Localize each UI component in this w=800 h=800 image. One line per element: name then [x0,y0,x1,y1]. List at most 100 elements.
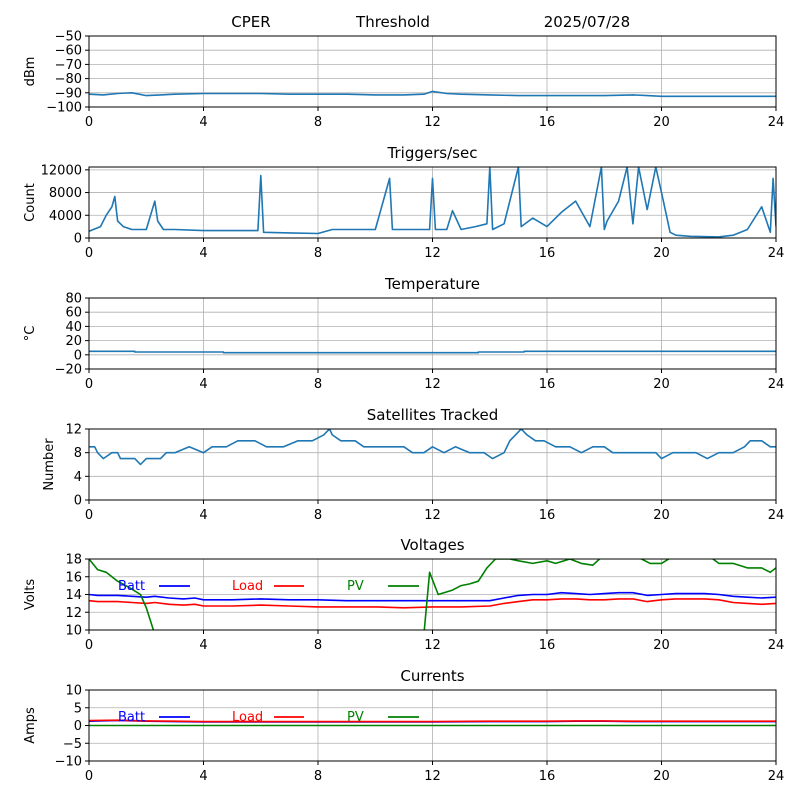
x-tick-label: 12 [424,769,441,784]
series-line-voltages-batt [89,591,776,602]
y-tick-label: 12 [65,606,82,621]
x-tick-label: 8 [314,377,322,392]
x-tick-label: 4 [199,246,207,261]
x-tick-label: 20 [653,769,670,784]
y-tick-label: −50 [55,30,82,45]
y-tick-label: 14 [65,588,82,603]
y-tick-label: −90 [55,86,82,101]
x-tick-label: 16 [539,115,556,130]
y-tick-label: 40 [65,320,82,335]
y-tick-label: 0 [74,348,82,363]
panel-triggers: 0 4 8 12 16 20 24 0 4000 8000 12000 Triggers/sec Cou… [23,144,784,261]
y-tick-label: 0 [74,494,82,509]
x-tick-label: 16 [539,508,556,523]
x-tick-label: 16 [539,638,556,653]
x-tick-label: 12 [424,508,441,523]
x-tick-label: 24 [768,115,785,130]
y-tick-label: 10 [65,624,82,639]
y-axis-label: dBm [23,57,38,87]
legend-label-pv: PV [347,579,364,594]
y-tick-label: −70 [55,58,82,73]
y-axis-label: °C [23,326,38,342]
y-tick-label: −20 [55,363,82,378]
x-tick-label: 4 [199,377,207,392]
legend-label-batt: Batt [118,579,145,594]
y-tick-label: −80 [55,72,82,87]
y-tick-label: 80 [65,292,82,307]
panel-currents: 0 4 8 12 16 20 24 −10 −5 0 5 10 Currents Amps Batt Load… [23,667,784,784]
x-tick-label: 12 [424,377,441,392]
x-tick-label: 16 [539,246,556,261]
y-tick-label: 4 [74,470,82,485]
y-tick-label: 18 [65,553,82,568]
y-tick-label: 0 [74,719,82,734]
panel-threshold: 0 4 8 12 16 20 24 −100−90−80−70−60−50 dBm [23,30,784,131]
x-tick-label: 16 [539,377,556,392]
x-tick-label: 12 [424,246,441,261]
x-tick-label: 8 [314,769,322,784]
panel-title: Satellites Tracked [367,406,498,424]
y-tick-label: 5 [74,701,82,716]
x-tick-label: 0 [85,769,93,784]
x-tick-label: 24 [768,638,785,653]
header-mode: Threshold [355,13,430,31]
x-tick-label: 20 [653,508,670,523]
panel-title: Temperature [384,275,480,293]
x-tick-label: 24 [768,769,785,784]
y-tick-label: −100 [46,101,82,116]
x-tick-label: 24 [768,246,785,261]
y-tick-label: 12000 [41,163,82,178]
x-tick-label: 12 [424,638,441,653]
series-line-temperature-0 [89,350,776,354]
x-tick-label: 24 [768,377,785,392]
x-tick-label: 8 [314,638,322,653]
panel-title: Triggers/sec [387,144,478,162]
header-date: 2025/07/28 [544,13,630,31]
y-tick-label: 8 [74,446,82,461]
panel-satellites: 0 4 8 12 16 20 24 0 4 8 12 Satellites Tracked Number [42,406,784,523]
series-line-triggers-0 [89,167,776,238]
y-tick-label: −5 [63,737,82,752]
y-tick-label: 60 [65,306,82,321]
x-tick-label: 4 [199,769,207,784]
series-line-currents-load [89,719,776,723]
legend-label-load: Load [232,579,263,594]
x-tick-label: 16 [539,769,556,784]
series-line-threshold-0 [89,90,776,98]
y-axis-label: Number [42,438,57,491]
panel-voltages: 0 4 8 12 16 20 24 10 12 14 16 18 Voltages Volts Batt Lo… [23,536,784,653]
x-tick-label: 0 [85,115,93,130]
legend-label-batt: Batt [118,710,145,725]
x-tick-label: 20 [653,377,670,392]
y-tick-label: 0 [74,232,82,247]
header-site: CPER [231,13,270,31]
y-tick-label: 12 [65,423,82,438]
y-tick-label: 20 [65,334,82,349]
y-tick-label: 16 [65,570,82,585]
series-line-satellites-0 [89,429,776,466]
panel-title: Currents [400,667,464,685]
series-line-voltages-pv [89,559,776,630]
x-tick-label: 4 [199,115,207,130]
x-tick-label: 4 [199,638,207,653]
x-tick-label: 4 [199,508,207,523]
x-tick-label: 24 [768,508,785,523]
x-tick-label: 20 [653,115,670,130]
x-tick-label: 20 [653,246,670,261]
x-tick-label: 0 [85,638,93,653]
x-tick-label: 12 [424,115,441,130]
x-tick-label: 8 [314,246,322,261]
y-tick-label: 8000 [49,186,82,201]
x-tick-label: 0 [85,508,93,523]
series-line-voltages-load [89,598,776,609]
x-tick-label: 0 [85,246,93,261]
y-axis-label: Amps [23,707,38,744]
x-tick-label: 20 [653,638,670,653]
y-axis-label: Count [23,183,38,222]
x-tick-label: 8 [314,508,322,523]
legend-label-pv: PV [347,710,364,725]
x-tick-label: 8 [314,115,322,130]
